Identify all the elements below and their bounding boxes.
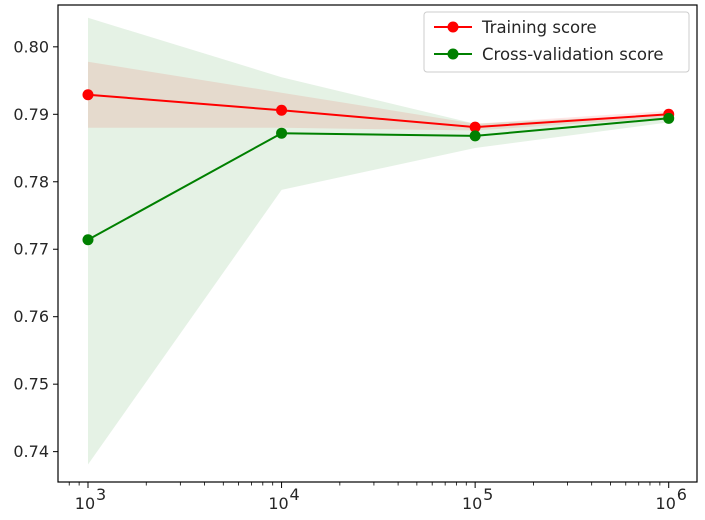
y-tick-label-3: 0.77 bbox=[13, 240, 49, 259]
x-tick-exponent-3: 6 bbox=[677, 485, 687, 504]
legend-box bbox=[423, 11, 690, 73]
x-tick-exponent-0: 3 bbox=[96, 485, 106, 504]
series-0-confidence-band bbox=[88, 61, 669, 131]
series-0-line bbox=[87, 93, 669, 129]
y-tick-label-0: 0.74 bbox=[13, 442, 49, 461]
y-tick-label-2: 0.76 bbox=[13, 307, 49, 326]
series-0-point-2 bbox=[469, 121, 481, 133]
y-tick-label-1: 0.75 bbox=[13, 375, 49, 394]
y-tick-label-5: 0.79 bbox=[13, 105, 49, 124]
legend-label-1: Cross-validation score bbox=[482, 45, 664, 64]
plot-frame bbox=[57, 4, 698, 483]
legend-marker-0 bbox=[447, 21, 459, 33]
x-tick-label-3: 10 bbox=[656, 494, 676, 513]
series-1-point-0 bbox=[82, 234, 94, 246]
confidence-bands bbox=[88, 17, 669, 465]
series-1-point-3 bbox=[663, 112, 675, 124]
x-tick-exponent-1: 4 bbox=[290, 485, 300, 504]
x-tick-label-2: 10 bbox=[462, 494, 482, 513]
series-1-point-2 bbox=[469, 130, 481, 142]
x-tick-label-1: 10 bbox=[268, 494, 288, 513]
series-1-point-1 bbox=[276, 127, 288, 139]
legend-label-0: Training score bbox=[481, 18, 597, 37]
y-tick-label-4: 0.78 bbox=[13, 172, 49, 191]
series-1-confidence-band bbox=[88, 17, 669, 465]
series-lines bbox=[87, 93, 669, 241]
series-markers bbox=[82, 89, 675, 246]
series-0-point-0 bbox=[82, 89, 94, 101]
x-tick-exponent-2: 5 bbox=[483, 485, 493, 504]
legend: Training score Cross-validation score bbox=[423, 11, 690, 73]
series-0-point-1 bbox=[276, 104, 288, 116]
x-axis: 10 3 10 4 10 5 10 6 bbox=[68, 482, 687, 513]
x-tick-label-0: 10 bbox=[75, 494, 95, 513]
y-tick-label-6: 0.80 bbox=[13, 37, 49, 56]
legend-marker-1 bbox=[447, 48, 459, 60]
y-axis: 0.74 0.75 0.76 0.77 0.78 0.79 0.80 bbox=[13, 37, 58, 461]
series-1-line bbox=[87, 117, 669, 241]
